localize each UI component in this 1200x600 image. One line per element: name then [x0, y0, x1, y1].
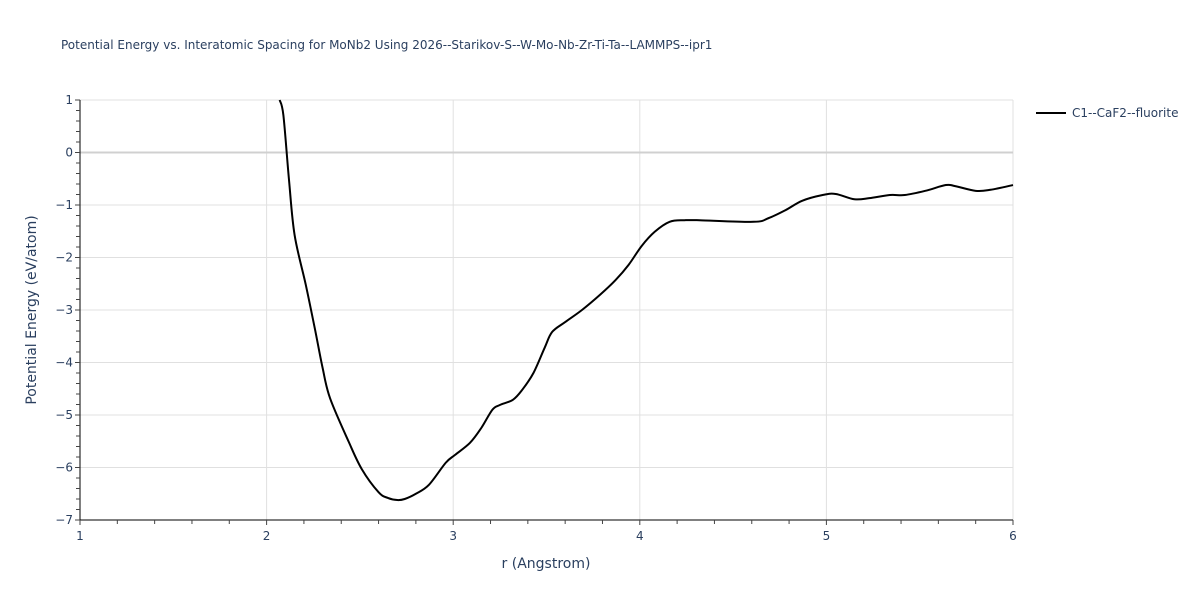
x-axis-title: r (Angstrom) [502, 556, 591, 572]
y-tick-label: −5 [55, 408, 73, 422]
axes [75, 99, 1014, 525]
y-tick-label: −7 [55, 513, 73, 527]
chart-title: Potential Energy vs. Interatomic Spacing… [61, 38, 713, 52]
legend-label: C1--CaF2--fluorite [1072, 106, 1179, 120]
x-tick-label: 3 [449, 529, 457, 543]
data-line-series [278, 99, 1014, 502]
y-tick-label: 1 [65, 93, 73, 107]
y-axis-title: Potential Energy (eV/atom) [24, 215, 40, 404]
gridlines [80, 99, 1014, 520]
y-tick-label: −4 [55, 356, 73, 370]
legend-item[interactable]: C1--CaF2--fluorite [1036, 106, 1178, 120]
x-tick-label: 2 [263, 529, 271, 543]
tick-labels: 1 2 3 4 5 6 1 0 −1 −2 −3 −4 −5 −6 −7 [55, 93, 1017, 543]
y-tick-label: −6 [55, 461, 73, 475]
y-tick-label: 0 [65, 146, 73, 160]
x-tick-label: 5 [823, 529, 831, 543]
x-tick-label: 1 [76, 529, 84, 543]
y-tick-label: −3 [55, 303, 73, 317]
x-tick-label: 4 [636, 529, 644, 543]
legend-line-icon [1036, 112, 1066, 114]
y-tick-label: −2 [55, 251, 73, 265]
x-tick-label: 6 [1009, 529, 1017, 543]
y-tick-label: −1 [55, 198, 73, 212]
